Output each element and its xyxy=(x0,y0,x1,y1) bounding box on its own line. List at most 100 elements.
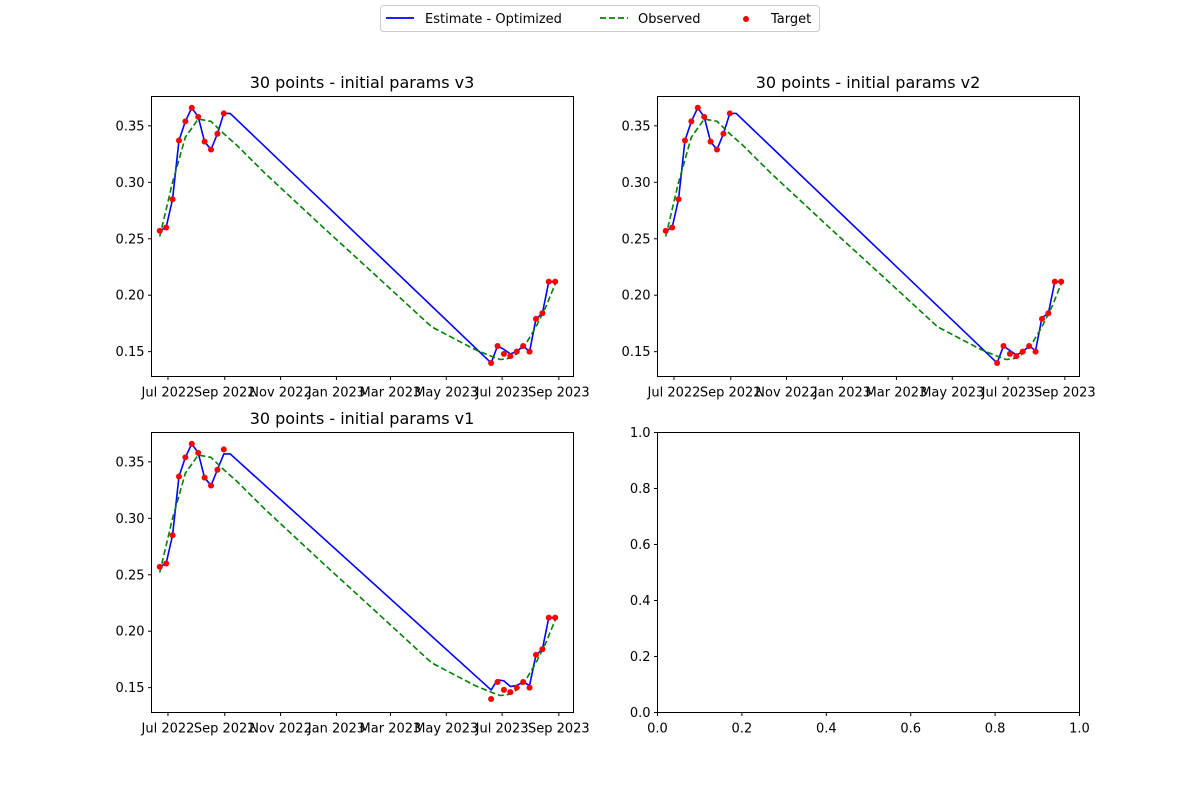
target-point xyxy=(1006,350,1013,357)
estimate-series-line xyxy=(159,106,556,364)
target-point xyxy=(681,137,688,144)
target-point xyxy=(163,224,170,231)
x-tick-label: Nov 2022 xyxy=(249,386,312,401)
subplot-v1-data xyxy=(156,440,559,702)
target-point xyxy=(1026,343,1033,350)
target-point xyxy=(520,679,527,686)
target-point xyxy=(188,440,195,447)
target-point xyxy=(520,343,527,350)
x-tick-label: Nov 2022 xyxy=(249,722,312,737)
y-tick-label: 0.20 xyxy=(622,289,651,304)
target-point xyxy=(169,532,176,539)
x-tick-label: 1.0 xyxy=(1069,722,1090,737)
x-tick-label: Sep 2022 xyxy=(194,722,256,737)
x-tick-label: Nov 2022 xyxy=(755,386,818,401)
x-tick-label: Sep 2023 xyxy=(1034,386,1096,401)
subplot-empty-frame xyxy=(657,432,1080,713)
y-tick-label: 0.15 xyxy=(116,345,145,360)
y-tick-label: 0.8 xyxy=(630,482,651,497)
y-tick-label: 0.35 xyxy=(622,119,651,134)
subplot-v3-frame xyxy=(151,96,574,377)
target-point xyxy=(662,227,669,234)
legend-target-marker xyxy=(743,16,749,22)
target-point xyxy=(494,343,501,350)
x-tick-label: Jul 2023 xyxy=(475,722,529,737)
x-tick-label: Jan 2023 xyxy=(307,386,365,401)
subplot-v1-ticks: 0.15 0.20 0.25 0.30 0.35 Jul 2022 Sep 2022Nov … xyxy=(116,455,590,736)
target-point xyxy=(532,651,539,658)
target-point xyxy=(1058,278,1065,285)
target-point xyxy=(163,560,170,567)
x-tick-label: 0.0 xyxy=(647,722,668,737)
target-point xyxy=(220,110,227,117)
subplot-v3-title: 30 points - initial params v3 xyxy=(250,73,475,92)
target-point xyxy=(532,315,539,322)
target-point xyxy=(1013,353,1020,360)
target-point xyxy=(726,110,733,117)
x-tick-label: Jul 2022 xyxy=(141,386,195,401)
x-tick-label: Sep 2023 xyxy=(528,722,590,737)
x-tick-label: May 2023 xyxy=(414,386,478,401)
subplot-empty-ticks: 0.0 0.2 0.4 0.6 0.8 1.0 0.0 0.2 0.4 0.6 0.8 1.0 xyxy=(630,426,1090,737)
target-point xyxy=(507,353,514,360)
x-tick-label: 0.8 xyxy=(985,722,1006,737)
x-tick-label: Mar 2023 xyxy=(360,722,422,737)
y-tick-label: 0.6 xyxy=(630,538,651,553)
y-tick-label: 0.35 xyxy=(116,119,145,134)
x-tick-label: Jul 2023 xyxy=(475,386,529,401)
x-tick-label: Jan 2023 xyxy=(307,722,365,737)
subplot-v1-frame xyxy=(151,432,574,713)
target-point xyxy=(208,146,215,153)
y-tick-label: 0.15 xyxy=(116,681,145,696)
target-point xyxy=(694,104,701,111)
y-tick-label: 0.20 xyxy=(116,625,145,640)
target-point xyxy=(195,113,202,120)
target-point xyxy=(675,196,682,203)
target-point xyxy=(1051,278,1058,285)
target-point xyxy=(714,146,721,153)
y-tick-label: 0.0 xyxy=(630,706,651,721)
target-point xyxy=(488,695,495,702)
x-tick-label: 0.2 xyxy=(732,722,753,737)
target-point xyxy=(539,310,546,317)
target-point xyxy=(201,474,208,481)
target-point xyxy=(195,449,202,456)
target-point xyxy=(539,646,546,653)
subplot-v3-data xyxy=(156,104,559,366)
target-point xyxy=(552,278,559,285)
legend-observed-label: Observed xyxy=(638,12,701,27)
y-tick-label: 0.30 xyxy=(622,176,651,191)
target-point xyxy=(156,563,163,570)
legend-estimate-label: Estimate - Optimized xyxy=(425,12,562,27)
subplot-v2: 30 points - initial params v2 0.150.200.… xyxy=(622,73,1096,401)
target-point xyxy=(182,118,189,125)
target-point xyxy=(156,227,163,234)
x-tick-label: Sep 2022 xyxy=(700,386,762,401)
x-tick-label: Sep 2022 xyxy=(194,386,256,401)
target-point xyxy=(175,137,182,144)
target-point xyxy=(552,614,559,621)
target-point xyxy=(707,138,714,145)
target-point xyxy=(188,104,195,111)
y-tick-label: 1.0 xyxy=(630,426,651,441)
subplot-v3-ticks: 0.15 0.20 0.25 0.30 0.35 Jul 2022 Sep 2022Nov … xyxy=(116,119,590,400)
y-tick-label: 0.4 xyxy=(630,594,651,609)
target-point xyxy=(545,614,552,621)
target-point xyxy=(1000,343,1007,350)
y-tick-label: 0.25 xyxy=(622,232,651,247)
target-point xyxy=(175,473,182,480)
estimate-series-line xyxy=(159,442,556,691)
subplot-v2-frame xyxy=(657,96,1080,377)
legend: Estimate - Optimized Observed Target xyxy=(380,5,820,32)
x-tick-label: 0.4 xyxy=(816,722,837,737)
target-point xyxy=(669,224,676,231)
target-point xyxy=(500,686,507,693)
x-tick-label: Jan 2023 xyxy=(813,386,871,401)
x-tick-label: Jul 2022 xyxy=(647,386,701,401)
target-point xyxy=(688,118,695,125)
y-tick-label: 0.15 xyxy=(622,345,651,360)
subplot-v1-title: 30 points - initial params v1 xyxy=(250,409,475,428)
x-tick-label: 0.6 xyxy=(900,722,921,737)
target-point xyxy=(994,359,1001,366)
target-point xyxy=(526,348,533,355)
